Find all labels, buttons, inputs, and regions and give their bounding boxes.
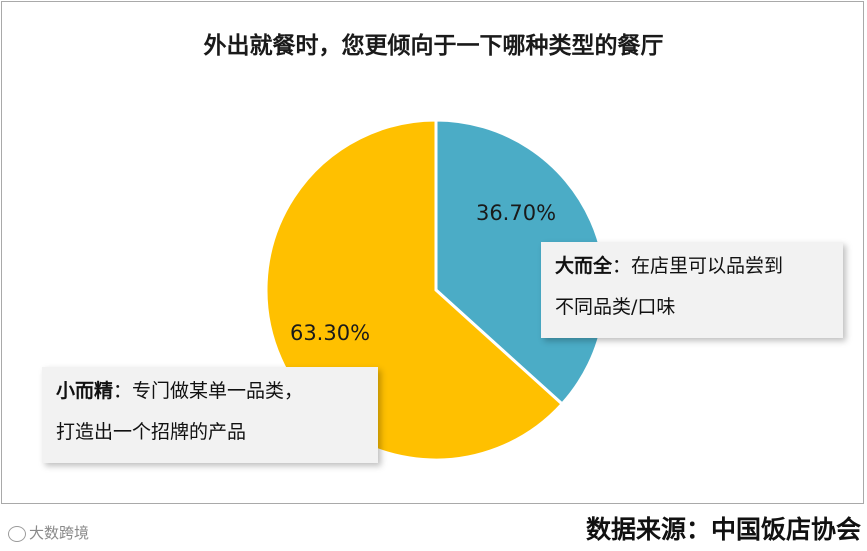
annotation-big-sep: ： [612, 255, 632, 277]
annotation-big-line2: 不同品类/口味 [555, 296, 676, 318]
chart-title: 外出就餐时，您更倾向于一下哪种类型的餐厅 [203, 33, 664, 59]
annotation-big-title: 大而全 [555, 255, 613, 277]
annotation-small-line1: 专门做某单一品类， [132, 380, 304, 402]
annotation-big-line1: 在店里可以品尝到 [631, 255, 784, 277]
annotation-small-line2: 打造出一个招牌的产品 [56, 421, 247, 443]
annotation-big-and-complete: 大而全：在店里可以品尝到 不同品类/口味 [541, 242, 843, 338]
data-source: 数据来源：中国饭店协会 [585, 515, 861, 544]
annotation-small-title: 小而精 [56, 380, 114, 402]
watermark-logo-icon [8, 525, 26, 542]
annotation-small-sep: ： [113, 380, 133, 402]
slice-value-label-1: 36.70% [476, 201, 556, 225]
slice-value-label-2: 63.30% [290, 321, 370, 345]
watermark: 大数跨境 [8, 522, 89, 543]
annotation-small-and-refined: 小而精：专门做某单一品类， 打造出一个招牌的产品 [42, 367, 378, 463]
watermark-text: 大数跨境 [29, 524, 90, 542]
